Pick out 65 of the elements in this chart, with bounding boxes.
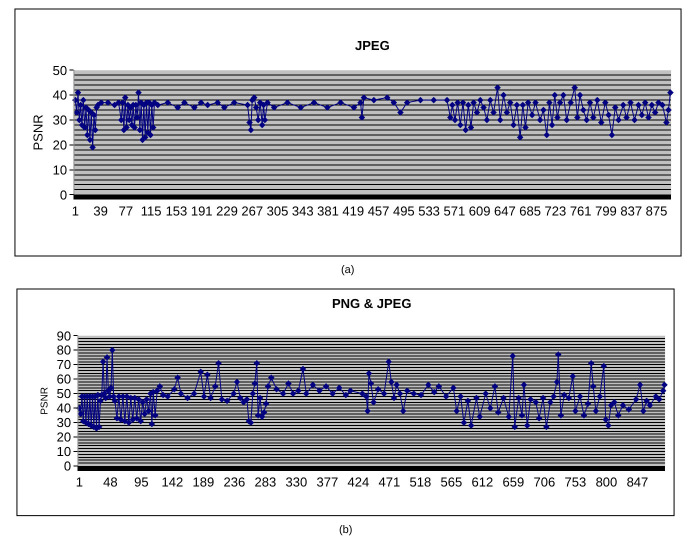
x-tick-label: 571 <box>443 203 466 218</box>
x-tick-label: 191 <box>190 203 213 218</box>
x-tick-label: 659 <box>502 474 524 490</box>
x-tick-label: 343 <box>292 203 314 218</box>
x-tick-label: 39 <box>93 203 108 218</box>
x-tick-label: 153 <box>166 203 188 218</box>
x-tick-label: 495 <box>392 203 415 218</box>
text: (a) <box>341 264 354 276</box>
x-tick-label: 77 <box>118 203 134 218</box>
y-tick-label: 40 <box>52 88 68 103</box>
y-tick-label: 0 <box>64 458 72 474</box>
x-tick-label: 142 <box>161 474 184 490</box>
x-tick-label: 706 <box>534 474 556 490</box>
x-tick-label: 471 <box>378 474 400 490</box>
x-tick-label: 837 <box>620 203 642 218</box>
x-tick-label: 1 <box>76 474 83 490</box>
x-tick-label: 95 <box>134 474 149 490</box>
x-tick-label: 457 <box>368 203 390 218</box>
x-tick-label: 800 <box>596 474 618 490</box>
x-tick-label: 189 <box>192 474 214 490</box>
y-tick-label: 60 <box>56 372 72 387</box>
y-axis-title: PSNR <box>40 386 51 415</box>
x-tick-label: 1 <box>72 203 79 218</box>
x-tick-label: 612 <box>472 474 494 490</box>
x-tick-label: 847 <box>626 474 648 490</box>
x-tick-label: 283 <box>254 474 276 490</box>
y-tick-label: 80 <box>56 342 72 358</box>
y-tick-label: 40 <box>56 400 72 416</box>
y-tick-label: 10 <box>52 162 68 178</box>
text: (b) <box>339 524 352 536</box>
x-tick-label: 377 <box>316 474 338 490</box>
x-tick-label: 761 <box>570 203 592 218</box>
x-tick-label: 424 <box>348 474 370 490</box>
y-tick-label: 30 <box>52 112 68 128</box>
chart-title: PNG & JPEG <box>332 296 412 311</box>
y-tick-label: 90 <box>56 328 72 344</box>
x-tick-label: 875 <box>646 203 668 218</box>
x-tick-label: 647 <box>494 203 516 218</box>
y-tick-label: 50 <box>56 386 72 402</box>
x-tick-label: 267 <box>241 203 264 218</box>
y-tick-label: 20 <box>56 430 72 445</box>
x-tick-label: 48 <box>103 474 118 490</box>
y-tick-label: 10 <box>56 444 72 460</box>
y-tick-label: 70 <box>56 357 72 372</box>
x-tick-label: 533 <box>418 203 440 218</box>
x-tick-label: 229 <box>216 203 238 218</box>
y-tick-label: 20 <box>52 137 68 152</box>
x-tick-label: 685 <box>519 203 541 218</box>
x-tick-label: 609 <box>468 203 490 218</box>
x-tick-label: 565 <box>440 474 462 490</box>
x-tick-label: 419 <box>342 203 364 218</box>
x-tick-label: 115 <box>140 203 162 218</box>
x-tick-label: 305 <box>266 203 288 218</box>
x-tick-label: 799 <box>595 203 617 218</box>
x-tick-label: 236 <box>224 474 246 490</box>
x-tick-label: 381 <box>317 203 339 218</box>
x-tick-label: 723 <box>544 203 566 218</box>
y-tick-label: 0 <box>60 187 68 202</box>
y-tick-label: 50 <box>52 62 68 78</box>
y-axis-title: PSNR <box>30 114 46 151</box>
y-tick-label: 30 <box>56 415 72 430</box>
x-tick-label: 518 <box>410 474 432 490</box>
x-tick-label: 330 <box>286 474 308 490</box>
x-tick-label: 753 <box>564 474 586 490</box>
chart-title: JPEG <box>355 38 390 53</box>
